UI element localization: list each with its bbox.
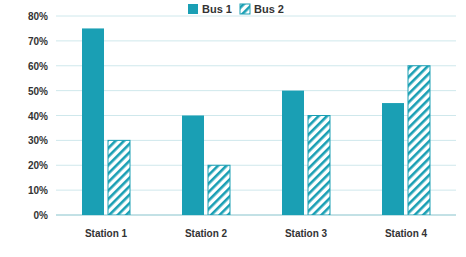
legend: Bus 1 Bus 2 — [188, 3, 284, 15]
y-tick-label: 70% — [28, 36, 48, 47]
x-tick-label: Station 1 — [85, 228, 128, 239]
grid-line — [56, 65, 456, 66]
x-tick-label: Station 4 — [385, 228, 428, 239]
y-tick-label: 20% — [28, 160, 48, 171]
grid-line — [56, 40, 456, 41]
legend-label: Bus 1 — [202, 3, 232, 15]
y-tick-label: 50% — [28, 86, 48, 97]
bar — [282, 91, 304, 215]
bar — [308, 116, 330, 216]
legend-swatch — [240, 4, 250, 14]
bars — [82, 28, 430, 215]
legend-label: Bus 2 — [254, 3, 284, 15]
grid-line — [56, 16, 456, 17]
bar — [208, 165, 230, 215]
x-tick-label: Station 2 — [185, 228, 228, 239]
chart: 0% 10% 20% 30% 40% 50% 60% 70% 80% Station 1 Stati… — [0, 0, 466, 257]
y-tick-label: 30% — [28, 135, 48, 146]
x-tick-label: Station 3 — [285, 228, 328, 239]
bar — [82, 28, 104, 215]
y-tick-label: 0% — [34, 210, 49, 221]
legend-swatch — [188, 4, 198, 14]
y-tick-label: 60% — [28, 61, 48, 72]
grid-line — [56, 90, 456, 91]
y-tick-label: 40% — [28, 111, 48, 122]
bar — [408, 66, 430, 215]
bar — [382, 103, 404, 215]
bar — [182, 116, 204, 216]
y-tick-label: 80% — [28, 11, 48, 22]
bar — [108, 140, 130, 215]
y-tick-label: 10% — [28, 185, 48, 196]
